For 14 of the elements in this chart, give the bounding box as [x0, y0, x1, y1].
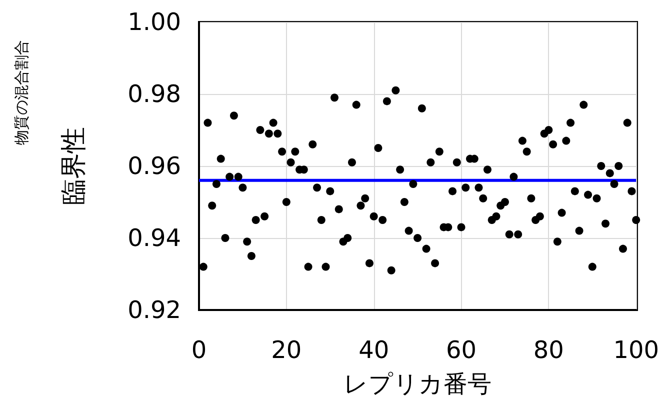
x-tick-label: 20 — [271, 336, 302, 364]
x-tick-label: 60 — [446, 336, 477, 364]
x-tick-label: 0 — [191, 336, 207, 364]
x-tick-label: 80 — [533, 336, 564, 364]
y-tick-label: 1.00 — [128, 8, 181, 36]
text: 物質の混合割合 — [12, 40, 30, 145]
y-tick-label: 0.92 — [128, 296, 181, 324]
y-axis-title: 臨界性 — [59, 127, 89, 205]
x-tick-label: 100 — [613, 336, 659, 364]
y-tick-label: 0.96 — [128, 152, 181, 180]
y-tick-label: 0.98 — [128, 80, 181, 108]
x-axis-title: レプリカ番号 — [344, 370, 492, 398]
x-tick-label: 40 — [358, 336, 390, 364]
y-tick-label: 0.94 — [128, 224, 181, 252]
